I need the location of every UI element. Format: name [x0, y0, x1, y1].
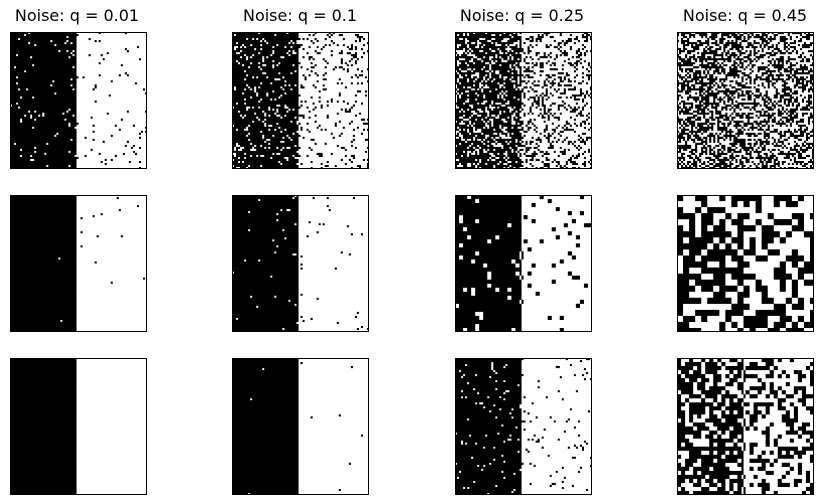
panel-col3-row3 — [455, 358, 592, 495]
panel-col1-row2 — [10, 195, 147, 332]
panel-frame — [10, 195, 147, 332]
panel-col4-row1 — [677, 32, 814, 169]
panel-col4-row3 — [677, 358, 814, 495]
panel-frame — [677, 32, 814, 169]
panel-frame — [455, 195, 592, 332]
panel-frame — [455, 32, 592, 169]
column-title-1: Noise: q = 0.01 — [14, 6, 140, 25]
pixel-mask — [677, 195, 814, 332]
column-title-4: Noise: q = 0.45 — [682, 6, 808, 25]
panel-col3-row2 — [455, 195, 592, 332]
pixel-mask — [455, 32, 592, 169]
panel-col4-row2 — [677, 195, 814, 332]
panel-frame — [232, 195, 369, 332]
panel-frame — [677, 358, 814, 495]
panel-col1-row1 — [10, 32, 147, 169]
column-title-3: Noise: q = 0.25 — [459, 6, 585, 25]
pixel-mask — [677, 358, 814, 495]
panel-col3-row1 — [455, 32, 592, 169]
pixel-mask — [232, 195, 369, 332]
pixel-mask — [10, 358, 77, 495]
panel-frame — [455, 358, 592, 495]
panel-frame — [10, 32, 147, 169]
pixel-mask — [455, 358, 592, 495]
panel-frame — [10, 358, 147, 495]
pixel-mask — [677, 32, 814, 169]
pixel-mask — [10, 195, 146, 332]
pixel-mask — [10, 32, 147, 169]
pixel-mask — [455, 195, 592, 332]
panel-frame — [232, 32, 369, 169]
pixel-mask — [232, 32, 369, 169]
column-title-2: Noise: q = 0.1 — [242, 6, 358, 25]
panel-col2-row3 — [232, 358, 369, 495]
panel-col2-row2 — [232, 195, 369, 332]
panel-frame — [232, 358, 369, 495]
panel-col1-row3 — [10, 358, 147, 495]
panel-col2-row1 — [232, 32, 369, 169]
panel-frame — [677, 195, 814, 332]
pixel-mask — [232, 358, 364, 495]
